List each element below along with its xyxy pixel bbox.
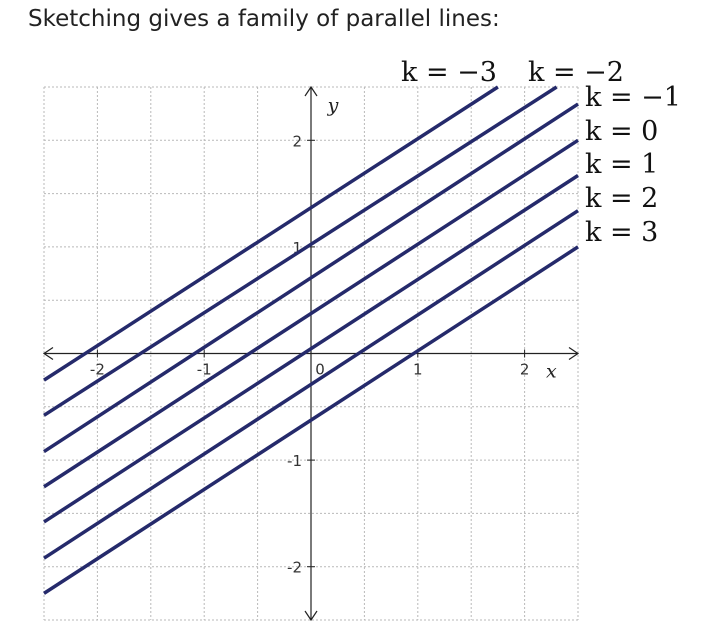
y-axis-arrow-down [304,610,318,622]
y-tick-label: -1 [287,452,302,470]
x-tick-label: 2 [520,361,530,379]
caption-text: Sketching gives a family of parallel lin… [28,6,500,32]
y-axis-label: y [327,95,339,117]
series-label-2: k = −2 [528,57,624,88]
series-label-5: k = 1 [585,149,658,180]
series-label-7: k = 3 [585,217,658,248]
series-label-4: k = 0 [585,116,658,147]
y-axis-arrow-up [304,85,318,97]
x-axis-arrow-right [568,347,580,360]
series-label-1: k = −3 [401,57,497,88]
series-line-3 [43,102,579,454]
x-tick-label: -2 [90,361,105,379]
series-line-6 [43,209,579,560]
y-tick-label: 2 [292,132,302,150]
y-tick-label: -2 [287,559,302,577]
series-label-3: k = −1 [585,82,681,113]
series-label-6: k = 2 [585,183,658,214]
series-line-5 [43,174,579,524]
x-axis-arrow-left [42,347,54,360]
y-tick-label: 1 [292,239,302,257]
series-line-7 [43,245,579,595]
series-line-2 [43,85,558,417]
x-tick-label: -1 [197,361,212,379]
x-axis-label: x [546,361,557,383]
series-line-1 [43,85,499,382]
series-line-4 [43,138,579,489]
x-tick-label: 1 [413,361,423,379]
x-tick-label: 0 [315,361,325,379]
